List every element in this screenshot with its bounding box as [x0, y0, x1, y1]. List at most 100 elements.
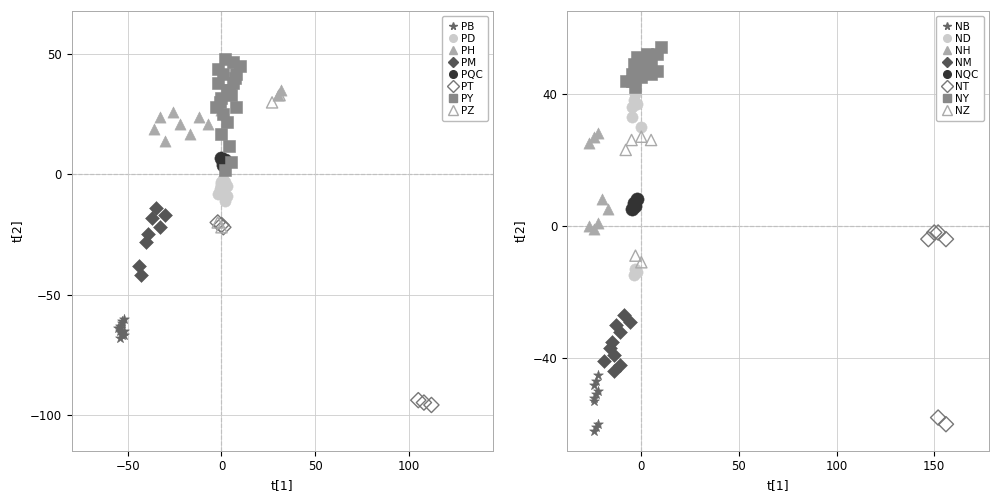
Point — [618, 146, 634, 154]
Point — [133, 271, 149, 279]
Point — [626, 272, 642, 280]
Point — [586, 133, 602, 141]
Point — [586, 394, 602, 402]
Point — [112, 322, 128, 330]
Y-axis label: t[2]: t[2] — [514, 219, 527, 242]
Point — [604, 338, 620, 346]
Point — [612, 361, 628, 369]
Point — [213, 153, 229, 161]
Point — [172, 120, 188, 128]
Point — [228, 69, 244, 77]
Point — [215, 158, 231, 166]
Point — [217, 55, 233, 63]
Point — [633, 133, 649, 141]
Point — [588, 424, 604, 432]
Point — [152, 223, 168, 231]
Point — [219, 183, 235, 191]
Point — [213, 106, 229, 114]
Point — [221, 87, 237, 95]
Point — [633, 57, 649, 65]
Point — [210, 218, 226, 226]
Point — [633, 123, 649, 131]
Point — [165, 108, 181, 116]
Point — [157, 137, 173, 145]
Point — [210, 65, 226, 73]
Point — [631, 63, 647, 71]
Point — [116, 314, 132, 322]
Point — [626, 199, 642, 207]
X-axis label: t[1]: t[1] — [271, 479, 294, 492]
Point — [215, 223, 231, 231]
Point — [649, 66, 665, 74]
Point — [144, 214, 160, 222]
Point — [213, 130, 229, 138]
Point — [581, 139, 597, 147]
Point — [606, 351, 622, 359]
Point — [114, 317, 130, 325]
Point — [215, 175, 231, 183]
Point — [182, 130, 198, 138]
Point — [627, 265, 643, 273]
Point — [641, 63, 657, 71]
Point — [627, 202, 643, 210]
Point — [219, 192, 235, 200]
Point — [213, 183, 229, 191]
Point — [217, 178, 233, 186]
Point — [627, 90, 643, 98]
Point — [213, 178, 229, 186]
Point — [612, 327, 628, 336]
Point — [930, 228, 946, 236]
Point — [616, 311, 632, 319]
Point — [215, 161, 231, 169]
Point — [212, 187, 228, 195]
Point — [114, 319, 130, 327]
Point — [637, 57, 653, 65]
Point — [629, 196, 645, 204]
Point — [639, 60, 655, 68]
Point — [264, 99, 280, 107]
Point — [138, 237, 154, 245]
Point — [590, 219, 606, 227]
Point — [639, 50, 655, 58]
Point — [232, 62, 248, 70]
Point — [116, 326, 132, 334]
Point — [588, 390, 604, 398]
Point — [110, 324, 126, 332]
Point — [633, 73, 649, 81]
Point — [626, 60, 642, 68]
Point — [116, 331, 132, 340]
Point — [938, 420, 954, 428]
Point — [272, 91, 288, 99]
Point — [152, 113, 168, 121]
Point — [191, 113, 207, 121]
Point — [618, 76, 634, 85]
Point — [600, 205, 616, 213]
Legend: PB, PD, PH, PM, PQC, PT, PY, PZ: PB, PD, PH, PM, PQC, PT, PY, PZ — [442, 16, 488, 121]
Point — [223, 158, 239, 166]
Point — [219, 118, 235, 126]
Point — [624, 103, 640, 111]
Point — [602, 344, 618, 352]
Point — [223, 91, 239, 99]
Point — [140, 230, 156, 238]
Point — [114, 331, 130, 340]
Point — [210, 190, 226, 198]
Point — [213, 180, 229, 188]
Point — [624, 76, 640, 85]
Point — [213, 223, 229, 231]
Point — [215, 110, 231, 118]
Point — [148, 204, 164, 212]
Point — [219, 87, 235, 95]
Point — [633, 258, 649, 266]
Point — [586, 380, 602, 388]
Point — [131, 262, 147, 270]
Point — [629, 100, 645, 108]
Point — [581, 222, 597, 230]
Point — [624, 136, 640, 144]
Point — [210, 218, 226, 226]
Point — [643, 70, 659, 78]
Point — [649, 50, 665, 58]
Point — [213, 221, 229, 229]
Point — [938, 235, 954, 243]
Point — [210, 79, 226, 87]
